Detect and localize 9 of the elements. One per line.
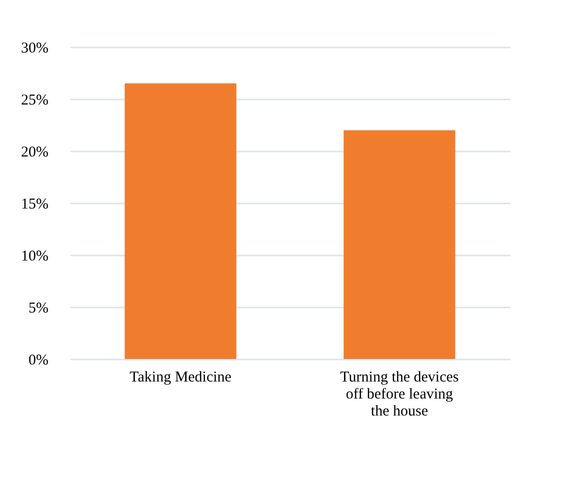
x-tick-label: Taking Medicine xyxy=(130,370,232,386)
y-tick-label: 10% xyxy=(21,248,48,264)
y-tick-label: 30% xyxy=(21,40,48,56)
y-tick-label: 20% xyxy=(21,144,48,160)
y-tick-label: 25% xyxy=(21,92,48,108)
x-tick-label: Turning the devices off before leaving the house xyxy=(340,370,459,420)
y-tick-label: 0% xyxy=(28,352,48,368)
y-tick-label: 15% xyxy=(21,196,48,212)
y-tick-label: 5% xyxy=(28,300,48,316)
